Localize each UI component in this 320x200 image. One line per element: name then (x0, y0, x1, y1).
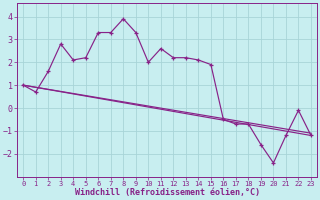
X-axis label: Windchill (Refroidissement éolien,°C): Windchill (Refroidissement éolien,°C) (75, 188, 260, 197)
